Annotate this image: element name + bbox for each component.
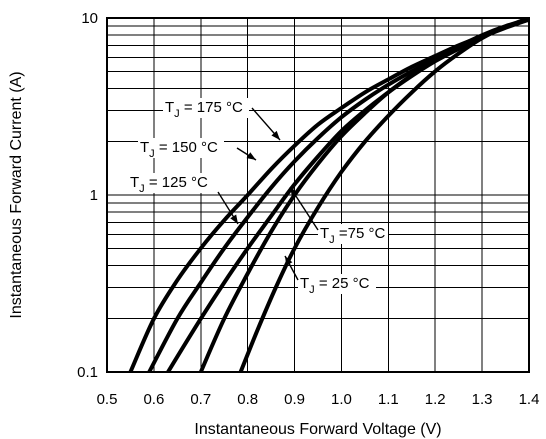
x-tick-label: 0.9 xyxy=(284,391,305,408)
curve-label-text: TJ = 150 °C xyxy=(140,139,218,160)
curve-label-text: TJ = 25 °C xyxy=(300,275,370,296)
curve-label-background xyxy=(138,138,224,158)
tick-labels: 0.5 0.6 0.7 0.8 0.9 1.0 1.1 1.2 1.3 1.4 0.1 1 10 xyxy=(77,10,539,408)
curve-label-background xyxy=(128,173,214,193)
y-tick-label: 0.1 xyxy=(77,364,98,381)
curve-label-background xyxy=(163,98,249,118)
x-tick-label: 1.0 xyxy=(331,391,352,408)
arrowhead-icon xyxy=(290,187,298,197)
arrowhead-icon xyxy=(246,152,256,160)
curve-label-tj-75c: TJ =75 °C xyxy=(289,186,388,246)
curve-label-text: TJ = 175 °C xyxy=(165,99,243,120)
arrowhead-icon xyxy=(271,130,280,140)
arrowhead-icon xyxy=(230,214,238,224)
curve-label-tj-150c: TJ = 150 °C xyxy=(138,138,257,161)
x-tick-label: 0.7 xyxy=(190,391,211,408)
curve-tj-75c xyxy=(198,18,529,372)
curve-label-background xyxy=(298,274,376,294)
x-tick-label: 0.8 xyxy=(237,391,258,408)
curve-label-background xyxy=(318,224,388,244)
grid xyxy=(106,18,530,373)
x-tick-label: 0.6 xyxy=(143,391,164,408)
curve-label-tj-175c: TJ = 175 °C xyxy=(163,98,281,141)
curve-label-tj-25c: TJ = 25 °C xyxy=(284,255,376,296)
x-tick-label: 1.3 xyxy=(472,391,493,408)
plot-frame xyxy=(106,17,530,373)
y-tick-label: 10 xyxy=(81,10,98,27)
curve-label-tj-125c: TJ = 125 °C xyxy=(128,173,239,225)
x-tick-label: 0.5 xyxy=(97,391,118,408)
y-tick-label: 1 xyxy=(90,187,98,204)
x-tick-label: 1.2 xyxy=(425,391,446,408)
curves xyxy=(128,18,529,372)
x-axis-title: Instantaneous Forward Voltage (V) xyxy=(194,421,441,438)
curve-labels: TJ = 175 °C TJ = 150 °C TJ = 125 °C TJ =75 … xyxy=(128,98,388,296)
x-tick-label: 1.4 xyxy=(519,391,540,408)
x-tick-label: 1.1 xyxy=(378,391,399,408)
curve-tj-25c xyxy=(238,18,529,372)
y-axis-title: Instantaneous Forward Current (A) xyxy=(8,71,25,318)
arrowhead-icon xyxy=(285,256,293,266)
curve-label-text: TJ = 125 °C xyxy=(130,174,208,195)
curve-label-text: TJ =75 °C xyxy=(320,225,385,246)
